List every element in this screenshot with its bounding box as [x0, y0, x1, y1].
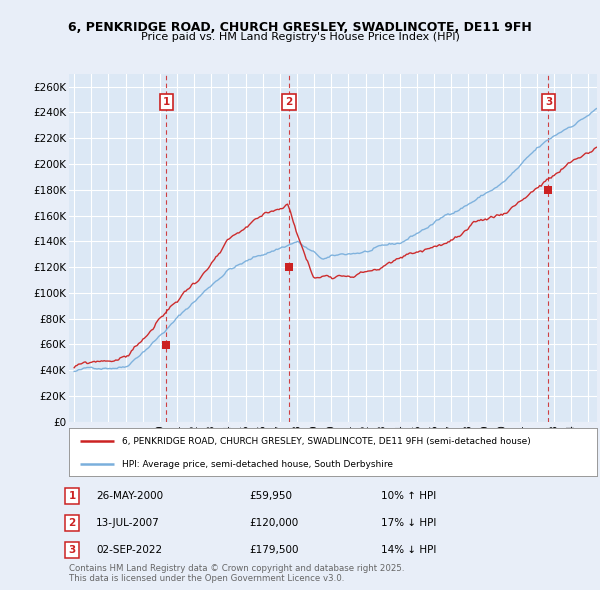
Text: Price paid vs. HM Land Registry's House Price Index (HPI): Price paid vs. HM Land Registry's House … [140, 32, 460, 42]
Text: 14% ↓ HPI: 14% ↓ HPI [381, 545, 436, 555]
Text: £59,950: £59,950 [249, 491, 292, 500]
Text: Contains HM Land Registry data © Crown copyright and database right 2025.
This d: Contains HM Land Registry data © Crown c… [69, 563, 404, 583]
Text: HPI: Average price, semi-detached house, South Derbyshire: HPI: Average price, semi-detached house,… [122, 460, 393, 468]
Text: 10% ↑ HPI: 10% ↑ HPI [381, 491, 436, 500]
Text: 1: 1 [163, 97, 170, 107]
Text: 6, PENKRIDGE ROAD, CHURCH GRESLEY, SWADLINCOTE, DE11 9FH: 6, PENKRIDGE ROAD, CHURCH GRESLEY, SWADL… [68, 21, 532, 34]
Text: 26-MAY-2000: 26-MAY-2000 [96, 491, 163, 500]
Text: 13-JUL-2007: 13-JUL-2007 [96, 518, 160, 527]
Text: £120,000: £120,000 [249, 518, 298, 527]
Text: 02-SEP-2022: 02-SEP-2022 [96, 545, 162, 555]
Text: 3: 3 [545, 97, 552, 107]
Text: 17% ↓ HPI: 17% ↓ HPI [381, 518, 436, 527]
Text: £179,500: £179,500 [249, 545, 299, 555]
Text: 3: 3 [68, 545, 76, 555]
Text: 6, PENKRIDGE ROAD, CHURCH GRESLEY, SWADLINCOTE, DE11 9FH (semi-detached house): 6, PENKRIDGE ROAD, CHURCH GRESLEY, SWADL… [122, 437, 530, 446]
Text: 2: 2 [68, 518, 76, 527]
Text: 2: 2 [286, 97, 293, 107]
Text: 1: 1 [68, 491, 76, 500]
